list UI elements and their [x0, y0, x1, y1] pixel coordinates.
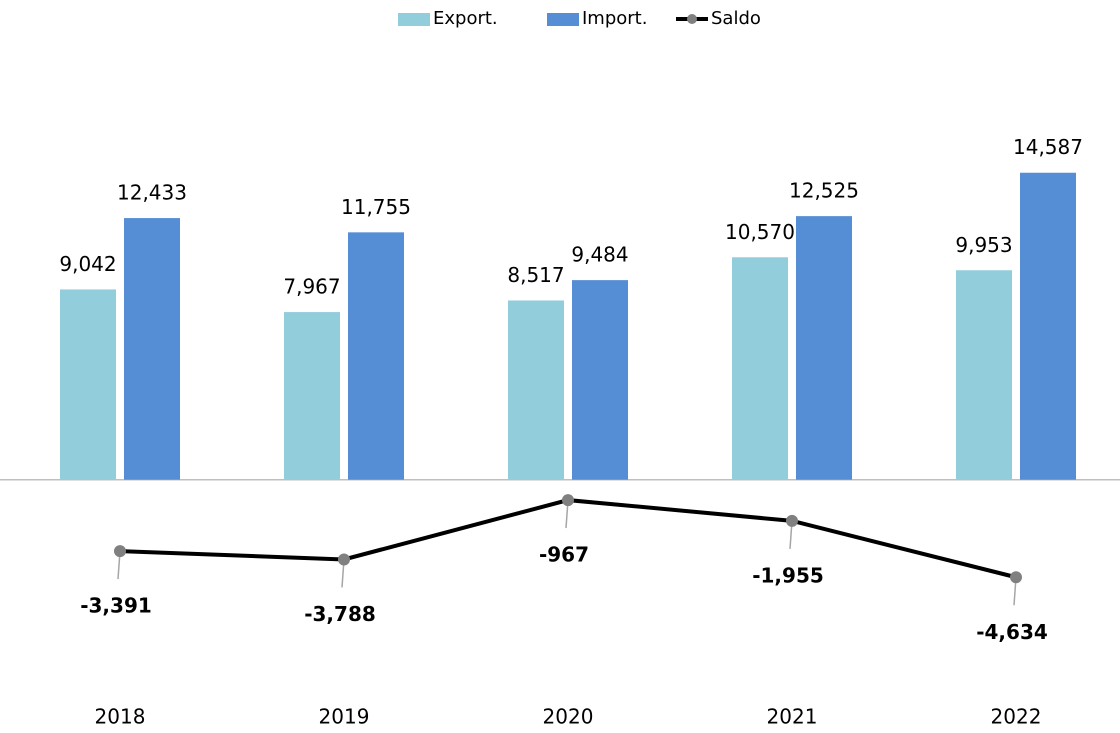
legend-swatch: [547, 13, 579, 26]
data-label: 14,587: [1013, 135, 1083, 159]
marker: [338, 553, 350, 566]
x-tick-label: 2019: [319, 705, 370, 729]
data-label: -3,391: [80, 594, 152, 618]
marker: [562, 494, 574, 507]
marker: [1010, 571, 1022, 584]
legend-label: Export.: [433, 8, 498, 29]
data-label: -1,955: [752, 563, 824, 587]
bar: [60, 289, 116, 480]
data-label: 9,484: [571, 243, 628, 267]
x-tick-label: 2022: [991, 705, 1042, 729]
data-label: -967: [539, 543, 589, 567]
bar: [796, 216, 852, 480]
marker: [786, 514, 798, 527]
legend-label: Import.: [582, 8, 647, 29]
legend-marker: [687, 14, 697, 24]
data-label: 10,570: [725, 220, 795, 244]
data-label: 11,755: [341, 195, 411, 219]
bar: [508, 300, 564, 480]
bar: [572, 280, 628, 480]
bar: [1020, 172, 1076, 480]
data-label: 8,517: [507, 263, 564, 287]
data-label: 9,042: [59, 252, 116, 276]
bar: [124, 218, 180, 480]
data-label: 12,433: [117, 181, 187, 205]
x-tick-label: 2018: [95, 705, 146, 729]
data-label: 12,525: [789, 179, 859, 203]
data-label: -3,788: [304, 602, 376, 626]
marker: [114, 545, 126, 558]
data-label: 7,967: [283, 275, 340, 299]
data-label: 9,953: [955, 233, 1012, 257]
x-tick-label: 2021: [767, 705, 818, 729]
bar: [284, 312, 340, 480]
bar: [956, 270, 1012, 480]
x-tick-label: 2020: [543, 705, 594, 729]
data-label: -4,634: [976, 620, 1048, 644]
bar: [732, 257, 788, 480]
bar: [348, 232, 404, 480]
legend-swatch: [398, 13, 430, 26]
legend-label: Saldo: [711, 8, 761, 29]
